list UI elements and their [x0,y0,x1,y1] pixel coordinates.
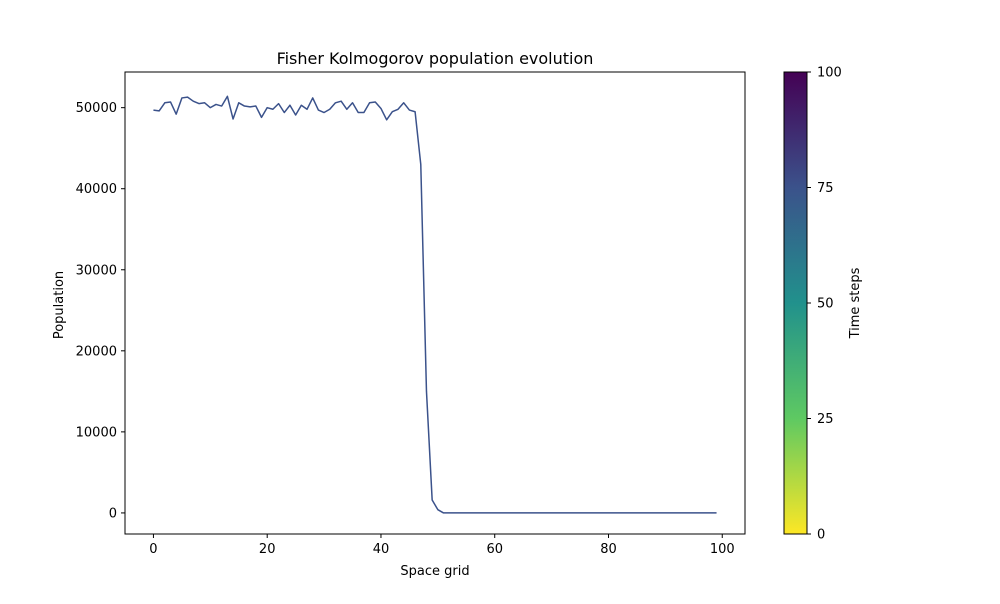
x-tick-label: 40 [373,542,390,557]
y-tick-label: 40000 [76,182,117,197]
x-tick-label: 100 [710,542,735,557]
colorbar-label: Time steps [848,267,863,339]
colorbar-tick-label: 75 [817,181,834,196]
x-axis-label: Space grid [400,564,469,579]
y-tick-label: 50000 [76,101,117,116]
x-tick-label: 0 [149,542,157,557]
colorbar: 0 25 50 75 100 [783,66,842,543]
colorbar-tick-label: 100 [817,66,842,81]
x-tick-label: 80 [600,542,617,557]
y-axis-label: Population [52,271,67,339]
axes-frame [124,71,746,535]
series-line [153,95,717,514]
colorbar-gradient [783,71,808,535]
colorbar-tick-label: 50 [817,297,834,312]
y-tick-label: 30000 [76,263,117,278]
y-tick-label: 0 [109,506,117,521]
colorbar-tick-label: 25 [817,412,834,427]
x-tick-label: 60 [486,542,503,557]
x-axis-ticks: 0 20 40 60 80 100 [149,534,735,557]
colorbar-tick-label: 0 [817,528,825,543]
y-tick-label: 20000 [76,344,117,359]
plot-area [124,71,746,535]
x-tick-label: 20 [259,542,276,557]
y-axis-ticks: 0 10000 20000 30000 40000 50000 [76,101,125,521]
chart-title: Fisher Kolmogorov population evolution [277,49,594,68]
series-layer [153,95,717,514]
y-tick-label: 10000 [76,425,117,440]
